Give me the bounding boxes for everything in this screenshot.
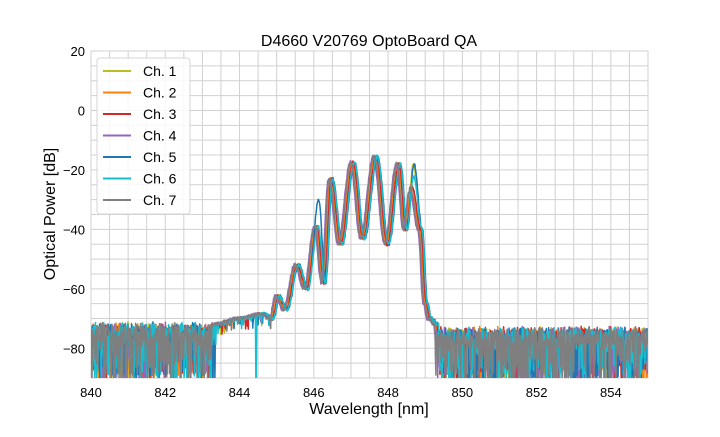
x-tick-label: 842: [154, 385, 176, 400]
x-tick-label: 840: [80, 385, 102, 400]
x-tick-label: 854: [600, 385, 622, 400]
series-line-ch-7: [91, 154, 648, 378]
legend-label: Ch. 2: [143, 85, 177, 101]
legend-label: Ch. 1: [143, 63, 177, 79]
y-tick-label: 0: [78, 103, 85, 118]
x-axis-label: Wavelength [nm]: [309, 401, 428, 418]
tick-labels: 840 842 844 846 848 850 852 854 20 0 −20 −40 −60 −80: [63, 44, 622, 400]
legend-label: Ch. 5: [143, 149, 177, 165]
legend-label: Ch. 7: [143, 192, 177, 208]
x-tick-label: 848: [377, 385, 399, 400]
x-tick-label: 844: [229, 385, 251, 400]
legend-label: Ch. 4: [143, 128, 177, 144]
x-tick-label: 850: [451, 385, 473, 400]
legend: Ch. 1 Ch. 2 Ch. 3 Ch. 4 Ch. 5 Ch. 6 Ch. 7: [96, 57, 191, 215]
plot-frame: [90, 50, 649, 379]
y-axis-label: Optical Power [dB]: [42, 148, 59, 281]
legend-label: Ch. 3: [143, 106, 177, 122]
chart-title: D4660 V20769 OptoBoard QA: [261, 33, 477, 50]
series-lines: [91, 154, 648, 378]
y-tick-label: −40: [63, 222, 85, 237]
x-tick-label: 852: [526, 385, 548, 400]
x-tick-label: 846: [303, 385, 325, 400]
legend-label: Ch. 6: [143, 171, 177, 187]
legend-box: [96, 57, 191, 215]
y-tick-label: 20: [71, 44, 85, 59]
y-tick-label: −80: [63, 341, 85, 356]
y-tick-label: −60: [63, 282, 85, 297]
y-tick-label: −20: [63, 163, 85, 178]
